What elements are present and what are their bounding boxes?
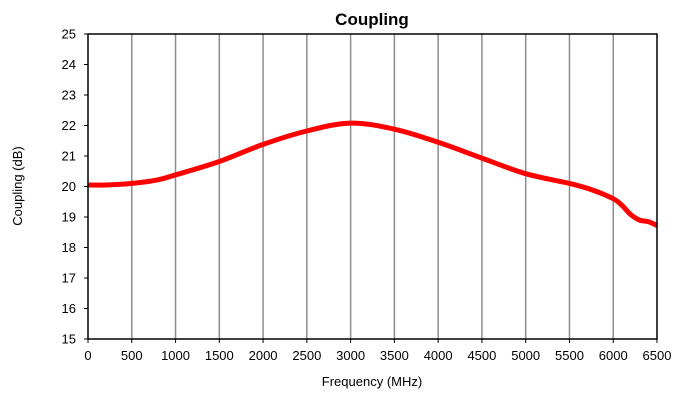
- x-tick-label: 6500: [643, 348, 672, 363]
- x-tick-label: 5500: [555, 348, 584, 363]
- x-tick-label: 2500: [292, 348, 321, 363]
- grid-lines: [131, 34, 614, 339]
- x-tick-label: 1000: [161, 348, 190, 363]
- coupling-series-line: [87, 120, 659, 228]
- x-tick-label: 1500: [205, 348, 234, 363]
- x-tick-label: 4000: [424, 348, 453, 363]
- y-tick-label: 25: [62, 27, 76, 42]
- x-tick-label: 500: [121, 348, 143, 363]
- y-tick-label: 18: [62, 240, 76, 255]
- y-tick-label: 23: [62, 88, 76, 103]
- x-tick-label: 3000: [336, 348, 365, 363]
- y-tick-label: 20: [62, 179, 76, 194]
- y-tick-label: 21: [62, 149, 76, 164]
- y-tick-label: 19: [62, 210, 76, 225]
- x-axis-tick-labels: 0 500 1000 1500 2000 2500 3000 3500 4000 4500 5000…: [84, 339, 671, 363]
- y-tick-label: 15: [62, 332, 76, 347]
- x-tick-label: 0: [84, 348, 91, 363]
- y-axis-label: Coupling (dB): [10, 146, 25, 226]
- chart-title: Coupling: [335, 10, 409, 29]
- y-tick-label: 22: [62, 118, 76, 133]
- x-tick-label: 6000: [599, 348, 628, 363]
- series-layer: [87, 120, 659, 228]
- y-tick-label: 16: [62, 301, 76, 316]
- x-tick-label: 2000: [249, 348, 278, 363]
- x-tick-label: 5000: [511, 348, 540, 363]
- x-axis-label: Frequency (MHz): [322, 374, 422, 389]
- y-tick-label: 24: [62, 57, 76, 72]
- y-tick-label: 17: [62, 271, 76, 286]
- x-tick-label: 4500: [467, 348, 496, 363]
- x-tick-label: 3500: [380, 348, 409, 363]
- y-axis-tick-labels: 15 16 17 18 19 20 21 22 23 24 25: [62, 27, 88, 347]
